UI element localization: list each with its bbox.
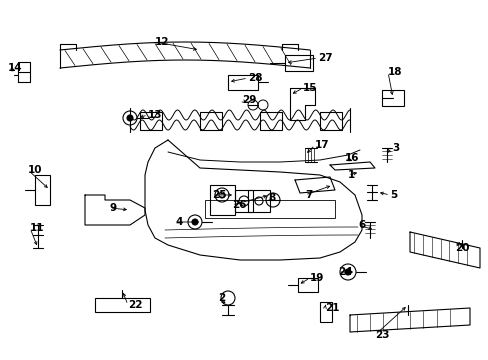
Bar (247, 190, 269, 212)
Text: 8: 8 (267, 193, 275, 203)
Text: 4: 4 (175, 217, 182, 227)
Text: 6: 6 (357, 220, 365, 230)
Text: 15: 15 (303, 83, 317, 93)
Text: 2: 2 (218, 293, 225, 303)
Text: 27: 27 (317, 53, 332, 63)
Text: 5: 5 (389, 190, 396, 200)
Circle shape (192, 219, 198, 225)
Text: 7: 7 (305, 190, 312, 200)
Bar (285, 55, 312, 71)
Bar (140, 112, 162, 130)
Text: 13: 13 (148, 110, 162, 120)
Bar (297, 278, 317, 292)
Text: 21: 21 (325, 303, 339, 313)
Text: 10: 10 (28, 165, 42, 175)
Text: 25: 25 (212, 190, 226, 200)
Text: 12: 12 (155, 37, 169, 47)
Bar (235, 190, 252, 212)
Bar (319, 112, 341, 130)
Bar (260, 112, 282, 130)
Text: 28: 28 (247, 73, 262, 83)
Bar (95, 298, 150, 312)
Text: 23: 23 (374, 330, 389, 340)
Bar (227, 75, 258, 90)
Text: 18: 18 (387, 67, 402, 77)
Text: 3: 3 (391, 143, 398, 153)
Text: 26: 26 (231, 200, 246, 210)
Bar (35, 175, 50, 205)
Bar (204, 200, 334, 218)
Bar (209, 185, 235, 215)
Circle shape (345, 269, 350, 275)
Text: 14: 14 (8, 63, 22, 73)
Text: 17: 17 (314, 140, 329, 150)
Circle shape (127, 115, 133, 121)
Text: 9: 9 (110, 203, 117, 213)
Bar (381, 90, 403, 106)
Text: 29: 29 (242, 95, 256, 105)
Text: 24: 24 (337, 267, 352, 277)
Bar (319, 302, 331, 322)
Text: 1: 1 (347, 170, 354, 180)
Text: 16: 16 (345, 153, 359, 163)
Text: 22: 22 (128, 300, 142, 310)
Text: 19: 19 (309, 273, 324, 283)
Bar (200, 112, 222, 130)
Text: 11: 11 (30, 223, 44, 233)
Text: 20: 20 (454, 243, 468, 253)
